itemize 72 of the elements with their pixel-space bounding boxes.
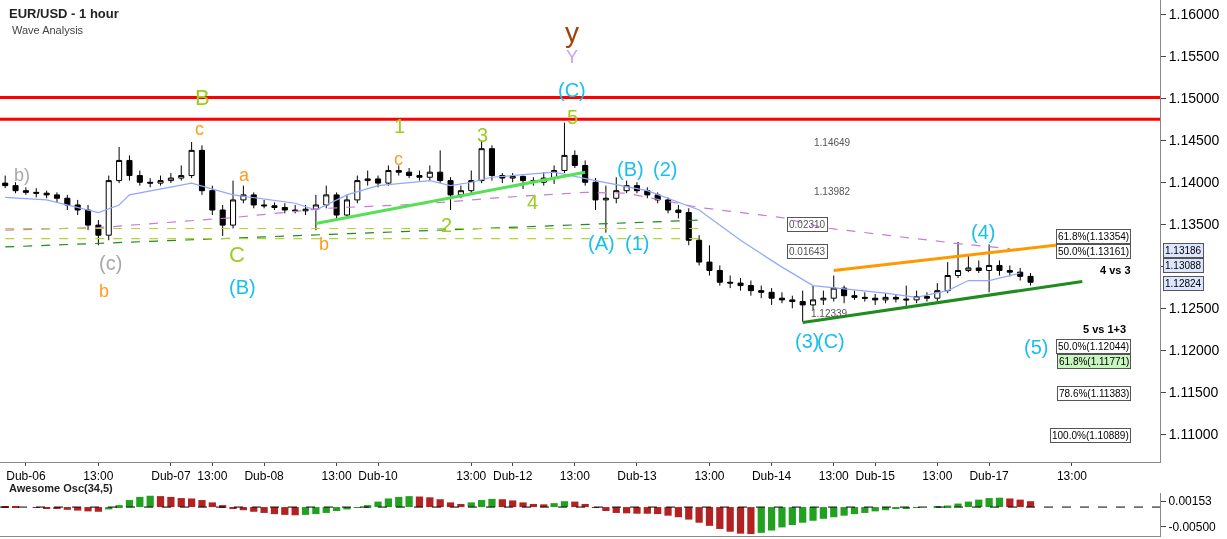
annotation: 1.13982 — [814, 186, 851, 197]
y-tick-label: 1.11000 — [1168, 426, 1219, 443]
annotation: 1.12339 — [811, 308, 848, 319]
x-tick-label: Dub-12 — [493, 469, 533, 484]
annotation: 1 — [394, 115, 406, 137]
annotation: (A) — [588, 232, 615, 254]
text: Wave Analysis — [12, 24, 84, 36]
annotation: (5) — [1024, 336, 1049, 358]
x-tick-label: Dub-10 — [358, 469, 399, 484]
annotation: b) — [14, 165, 31, 185]
text: 1.13186 — [1165, 245, 1202, 256]
y-tick-label: 1.15000 — [1168, 90, 1220, 107]
y-tick-label: 1.14500 — [1168, 132, 1220, 149]
annotation: Y — [566, 47, 579, 67]
annotation: 100.0%(1.10889) — [1052, 430, 1129, 441]
x-tick-label: Dub-06 — [6, 469, 46, 484]
annotation: c — [394, 149, 403, 169]
annotation: C — [229, 242, 245, 267]
annotation: 2 — [441, 214, 453, 236]
annotation: 4 — [527, 191, 539, 213]
annotation: (1) — [625, 232, 650, 254]
y-tick-label: 1.13500 — [1168, 216, 1220, 233]
y-tick-label: 1.16000 — [1168, 6, 1220, 23]
annotation: 5 vs 1+3 — [1083, 323, 1127, 335]
x-tick-label: Dub-14 — [751, 469, 792, 484]
chart-title: Awesome Osc(34,5) — [9, 482, 114, 494]
x-tick-label: 13:00 — [922, 469, 953, 484]
x-tick-label: 13:00 — [321, 469, 352, 484]
annotation: (2) — [653, 158, 678, 180]
x-tick-label: Dub-15 — [855, 469, 896, 484]
annotation: a — [239, 165, 250, 185]
annotation: (c) — [99, 252, 123, 274]
annotation: (4) — [971, 221, 996, 243]
x-tick-label: 13:00 — [197, 469, 228, 484]
annotation: b — [319, 234, 330, 254]
annotation: 78.6%(1.11383) — [1059, 388, 1130, 399]
annotation: 0.01643 — [789, 246, 826, 257]
text: EUR/USD - 1 hour — [9, 6, 119, 21]
annotation: (B) — [617, 158, 644, 180]
annotation: (C) — [817, 330, 845, 352]
annotation: y — [565, 17, 579, 48]
x-tick-label: 13:00 — [456, 469, 487, 484]
text: 1.13088 — [1165, 260, 1202, 271]
annotation: (C) — [558, 79, 586, 101]
x-tick-label: 13:00 — [694, 469, 725, 484]
y-tick-label: 1.15500 — [1168, 48, 1220, 65]
annotation: 0.02310 — [789, 219, 826, 230]
x-tick-label: Dub-08 — [244, 469, 285, 484]
x-tick-label: 13:00 — [1056, 469, 1088, 484]
annotation: 50.0%(1.12044) — [1058, 341, 1130, 352]
x-tick-label: 13:00 — [559, 469, 591, 484]
y-tick-label: 0.00153 — [1168, 494, 1213, 509]
annotation: 4 vs 3 — [1100, 264, 1131, 276]
annotation: 61.8%(1.11771) — [1059, 356, 1130, 367]
x-tick-label: 13:00 — [83, 469, 114, 484]
y-tick-label: 1.12500 — [1168, 300, 1220, 317]
x-tick-label: 13:00 — [818, 469, 850, 484]
annotation: 61.8%(1.13354) — [1058, 231, 1130, 242]
annotation: (B) — [229, 276, 256, 298]
annotation: 50.0%(1.13161) — [1058, 246, 1130, 257]
x-tick-label: Dub-13 — [617, 469, 657, 484]
y-tick-label: -0.00500 — [1168, 519, 1217, 534]
y-tick-label: 1.12000 — [1168, 342, 1220, 359]
annotation: 1.14649 — [814, 137, 851, 148]
x-tick-label: Dub-07 — [151, 469, 191, 484]
annotation: c — [195, 119, 204, 139]
annotation: 3 — [477, 124, 489, 146]
annotation: b — [99, 281, 110, 301]
text: 1.12824 — [1165, 278, 1202, 289]
y-tick-label: 1.14000 — [1168, 174, 1220, 191]
y-tick-label: 1.11500 — [1168, 384, 1219, 401]
x-tick-label: Dub-17 — [969, 469, 1010, 484]
